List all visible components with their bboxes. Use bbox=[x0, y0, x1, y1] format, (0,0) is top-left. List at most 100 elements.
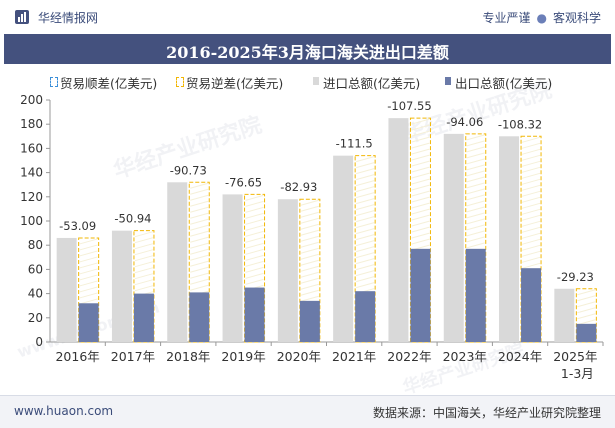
export-bar bbox=[133, 293, 154, 342]
tagline-1: 专业严谨 bbox=[482, 11, 531, 25]
deficit-hatch-line bbox=[356, 192, 375, 199]
legend-swatch-surplus bbox=[50, 77, 58, 87]
deficit-hatch-line bbox=[356, 240, 375, 247]
deficit-hatch-line bbox=[245, 248, 264, 255]
deficit-hatch-line bbox=[356, 216, 375, 223]
deficit-hatch-line bbox=[411, 196, 430, 203]
deficit-hatch-line bbox=[300, 295, 319, 302]
deficit-hatch-line bbox=[300, 205, 319, 212]
brand-logo-icon bbox=[15, 10, 29, 24]
legend-swatch-deficit bbox=[176, 77, 184, 87]
deficit-hatch-line bbox=[245, 242, 264, 249]
deficit-hatch-line bbox=[79, 256, 98, 263]
chart-plot: 0 20 40 60 80 100 120 140 160 180 200 -53.09 2016年 -5… bbox=[20, 93, 604, 381]
export-bar bbox=[244, 287, 265, 342]
deficit-hatch-line bbox=[134, 285, 154, 292]
deficit-hatch-line bbox=[300, 271, 319, 278]
deficit-hatch-line bbox=[466, 242, 485, 249]
deficit-hatch-line bbox=[521, 160, 541, 167]
deficit-hatch-line bbox=[521, 136, 541, 143]
deficit-hatch-line bbox=[356, 204, 375, 211]
deficit-hatch-line bbox=[466, 140, 485, 147]
deficit-hatch-line bbox=[577, 313, 596, 320]
legend-swatch-import bbox=[313, 77, 319, 85]
deficit-hatch-line bbox=[521, 148, 541, 155]
tagline-2: 客观科学 bbox=[552, 11, 601, 25]
title-bar: 2016-2025年3月海口海关进出口差额 bbox=[4, 34, 611, 64]
deficit-data-label: -82.93 bbox=[280, 180, 317, 194]
deficit-hatch-line bbox=[466, 206, 485, 213]
import-bar bbox=[388, 118, 409, 343]
import-bar bbox=[56, 237, 77, 342]
deficit-hatch-line bbox=[466, 170, 485, 177]
deficit-hatch-line bbox=[521, 166, 541, 173]
footer-website: www.huaon.com bbox=[14, 404, 114, 418]
export-bar bbox=[78, 303, 99, 342]
deficit-hatch-line bbox=[521, 190, 541, 197]
deficit-hatch-line bbox=[521, 220, 541, 227]
deficit-hatch-line bbox=[466, 152, 485, 159]
import-bar bbox=[554, 288, 575, 342]
deficit-hatch-line bbox=[300, 265, 319, 272]
deficit-hatch-line bbox=[300, 289, 319, 296]
deficit-hatch-line bbox=[411, 238, 430, 245]
deficit-hatch-line bbox=[300, 223, 319, 230]
deficit-hatch-line bbox=[190, 242, 209, 249]
deficit-hatch-line bbox=[134, 255, 154, 262]
deficit-hatch-line bbox=[245, 260, 264, 267]
deficit-hatch-line bbox=[79, 274, 98, 281]
import-bar bbox=[222, 194, 243, 342]
x-tick-label: 2017年 bbox=[111, 349, 155, 364]
deficit-hatch-line bbox=[190, 230, 209, 237]
deficit-hatch-line bbox=[190, 218, 209, 225]
x-tick-sublabel: 1-3月 bbox=[561, 366, 594, 381]
deficit-hatch-line bbox=[356, 156, 375, 163]
deficit-hatch-line bbox=[300, 253, 319, 260]
deficit-hatch-line bbox=[577, 289, 596, 296]
chart-title: 2016-2025年3月海口海关进出口差额 bbox=[166, 43, 449, 62]
x-tick-label: 2021年 bbox=[332, 349, 376, 364]
import-bar bbox=[167, 182, 188, 342]
deficit-hatch-line bbox=[521, 208, 541, 215]
deficit-hatch-line bbox=[190, 248, 209, 255]
footer: www.huaon.com 数据来源：中国海关，华经产业研究院整理 bbox=[0, 395, 615, 428]
deficit-hatch-line bbox=[411, 142, 430, 149]
x-tick-label: 2025年 bbox=[553, 349, 597, 364]
deficit-hatch-line bbox=[190, 254, 209, 261]
legend-label-import: 进口总额(亿美元) bbox=[323, 76, 421, 91]
legend-label-surplus: 贸易顺差(亿美元) bbox=[60, 76, 158, 91]
legend-swatch-export bbox=[445, 77, 451, 85]
top-bar: 华经情报网 专业严谨 ● 客观科学 bbox=[0, 0, 615, 34]
deficit-hatch-line bbox=[245, 224, 264, 231]
import-bar bbox=[499, 136, 520, 342]
deficit-hatch-line bbox=[577, 295, 596, 302]
x-tick-label: 2018年 bbox=[166, 349, 210, 364]
deficit-hatch-line bbox=[190, 284, 209, 291]
export-bar bbox=[521, 268, 542, 342]
y-tick-label: 120 bbox=[20, 190, 43, 204]
legend-label-export: 出口总额(亿美元) bbox=[455, 76, 553, 91]
deficit-hatch-line bbox=[300, 235, 319, 242]
deficit-hatch-line bbox=[521, 232, 541, 239]
deficit-hatch-line bbox=[300, 229, 319, 236]
deficit-hatch-line bbox=[411, 208, 430, 215]
export-bar bbox=[355, 291, 376, 342]
deficit-hatch-line bbox=[411, 202, 430, 209]
deficit-hatch-line bbox=[190, 200, 209, 207]
export-bar bbox=[189, 292, 210, 342]
deficit-hatch-line bbox=[300, 259, 319, 266]
deficit-hatch-line bbox=[356, 252, 375, 259]
import-bar bbox=[111, 230, 132, 342]
deficit-hatch-line bbox=[245, 218, 264, 225]
deficit-hatch-line bbox=[245, 272, 264, 279]
deficit-data-label: -53.09 bbox=[59, 219, 96, 233]
deficit-hatch-line bbox=[411, 130, 430, 137]
deficit-hatch-line bbox=[466, 182, 485, 189]
deficit-hatch-line bbox=[521, 214, 541, 221]
chart-legend: 贸易顺差(亿美元) 贸易逆差(亿美元) 进口总额(亿美元) 出口总额(亿美元) bbox=[50, 73, 610, 91]
deficit-hatch-line bbox=[521, 172, 541, 179]
import-bar bbox=[333, 155, 354, 342]
deficit-hatch-line bbox=[134, 237, 154, 244]
deficit-hatch-line bbox=[134, 243, 154, 250]
deficit-hatch-line bbox=[466, 230, 485, 237]
